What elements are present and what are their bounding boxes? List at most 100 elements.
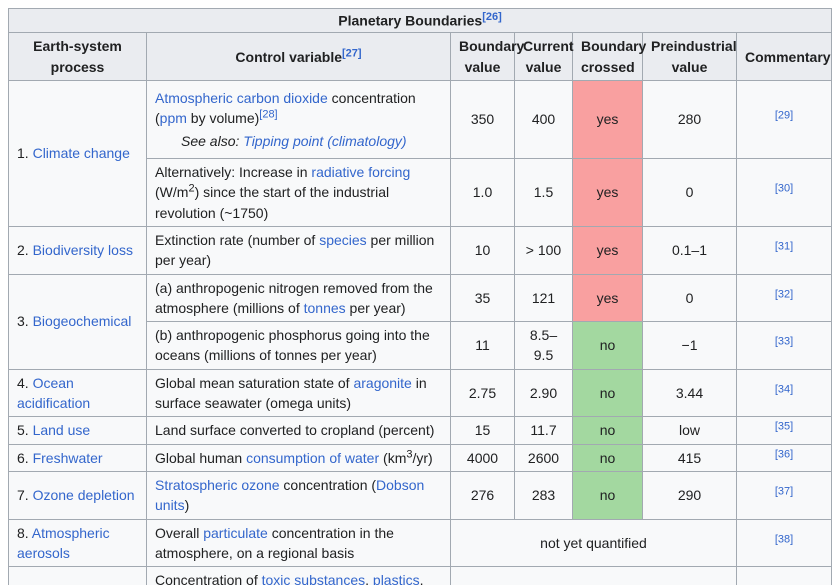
- boundary-value-cell: 2.75: [450, 368, 515, 418]
- boundary-value-cell: 11: [450, 321, 515, 370]
- boundary-crossed-cell: yes: [572, 273, 643, 323]
- table-row: 9. Chemical pollution Concentration of t…: [8, 566, 832, 585]
- commentary-cell: [33]: [736, 321, 832, 370]
- wiki-link[interactable]: tonnes: [303, 299, 346, 316]
- unit-superscript: 2: [188, 182, 195, 195]
- boundary-value-cell: 15: [450, 416, 515, 445]
- control-variable-cell: Overall particulate concentration in the…: [146, 518, 451, 568]
- wiki-link[interactable]: Dobson units: [155, 476, 425, 514]
- current-value-cell: 400: [514, 80, 573, 160]
- process-number: 1.: [17, 145, 33, 162]
- process-cell-ocean-acidification: 4. Ocean acidification: [8, 368, 147, 418]
- commentary-cell: [30]: [736, 158, 832, 227]
- process-link[interactable]: Ocean acidification: [17, 374, 91, 412]
- commentary-reference-link[interactable]: [35]: [774, 420, 794, 433]
- control-variable-cell: Extinction rate (number of species per m…: [146, 225, 451, 275]
- table-row: 7. Ozone depletion Stratospheric ozone c…: [8, 470, 832, 520]
- process-cell-ozone-depletion: 7. Ozone depletion: [8, 470, 147, 520]
- boundary-crossed-cell: yes: [572, 80, 643, 160]
- current-value-cell: 11.7: [514, 416, 573, 445]
- process-number: 2.: [17, 242, 33, 259]
- control-variable-cell: Alternatively: Increase in radiative for…: [146, 158, 451, 227]
- boundary-value-cell: 276: [450, 470, 515, 520]
- process-cell-biodiversity-loss: 2. Biodiversity loss: [8, 225, 147, 275]
- title-reference-link[interactable]: [26]: [482, 11, 502, 23]
- commentary-reference-link[interactable]: [33]: [774, 335, 794, 348]
- boundary-value-cell: 35: [450, 273, 515, 323]
- commentary-reference-link[interactable]: [34]: [774, 383, 794, 396]
- commentary-cell: [29]: [736, 80, 832, 160]
- table-row: 1. Climate change Atmospheric carbon dio…: [8, 80, 832, 227]
- table-row: Earth-system process Control variable[27…: [8, 32, 832, 82]
- header-current-value: Current value: [514, 32, 574, 82]
- control-variable-cell: Concentration of toxic substances, plast…: [146, 566, 451, 585]
- process-link[interactable]: Land use: [32, 422, 91, 439]
- process-link[interactable]: Biogeochemical: [32, 313, 132, 330]
- wiki-link[interactable]: species: [319, 231, 367, 248]
- commentary-reference-link[interactable]: [32]: [774, 288, 794, 301]
- preindustrial-value-cell: 3.44: [642, 368, 737, 418]
- commentary-cell: [39]: [736, 566, 832, 585]
- commentary-reference-link[interactable]: [31]: [774, 240, 794, 253]
- wiki-link[interactable]: ppm: [159, 109, 187, 126]
- header-earth-system-process: Earth-system process: [8, 32, 147, 82]
- wiki-link[interactable]: plastics: [372, 572, 420, 585]
- table-row: 8. Atmospheric aerosols Overall particul…: [8, 518, 832, 568]
- unit-superscript: 3: [406, 447, 413, 460]
- wiki-link[interactable]: Tipping point (climatology): [243, 133, 407, 150]
- control-variable-cell: Land surface converted to cropland (perc…: [146, 416, 451, 445]
- table-row: 6. Freshwater Global human consumption o…: [8, 443, 832, 472]
- preindustrial-value-cell: −1: [642, 321, 737, 370]
- commentary-reference-link[interactable]: [29]: [774, 109, 794, 122]
- process-link[interactable]: Atmospheric aerosols: [17, 524, 110, 561]
- table-row: 2. Biodiversity loss Extinction rate (nu…: [8, 225, 832, 275]
- wiki-link[interactable]: Stratospheric ozone: [155, 476, 280, 493]
- header-boundary-crossed: Boundary crossed: [572, 32, 646, 82]
- control-variable-cell: Global mean saturation state of aragonit…: [146, 368, 451, 418]
- wiki-link[interactable]: aragonite: [353, 374, 412, 391]
- see-also-note: See also: Tipping point (climatology): [155, 131, 442, 151]
- process-link[interactable]: Biodiversity loss: [32, 242, 133, 259]
- boundary-crossed-cell: no: [572, 321, 643, 370]
- reference-link[interactable]: [28]: [259, 108, 278, 121]
- process-link[interactable]: Climate change: [32, 145, 130, 162]
- process-link[interactable]: Ozone depletion: [32, 487, 135, 504]
- commentary-cell: [32]: [736, 273, 832, 323]
- boundary-value-cell: 1.0: [450, 158, 515, 227]
- commentary-cell: [38]: [736, 518, 832, 568]
- boundary-crossed-cell: yes: [572, 158, 643, 227]
- commentary-cell: [31]: [736, 225, 832, 275]
- commentary-reference-link[interactable]: [38]: [774, 532, 794, 545]
- process-cell-land-use: 5. Land use: [8, 416, 147, 445]
- boundary-crossed-cell: no: [572, 416, 643, 445]
- commentary-reference-link[interactable]: [30]: [774, 182, 794, 195]
- wiki-link[interactable]: particulate: [203, 524, 268, 541]
- commentary-reference-link[interactable]: [37]: [774, 485, 794, 498]
- preindustrial-value-cell: 0.1–1: [642, 225, 737, 275]
- table-row: 4. Ocean acidification Global mean satur…: [8, 368, 832, 418]
- process-link[interactable]: Freshwater: [32, 449, 103, 466]
- header-boundary-value: Boundary value: [450, 32, 524, 82]
- wiki-link[interactable]: radiative forcing: [311, 164, 411, 181]
- header-reference-link[interactable]: [27]: [342, 46, 362, 59]
- control-variable-cell: Stratospheric ozone concentration (Dobso…: [146, 470, 451, 520]
- commentary-reference-link[interactable]: [36]: [774, 447, 794, 460]
- table-row: 5. Land use Land surface converted to cr…: [8, 416, 832, 445]
- process-number: 6.: [17, 449, 33, 466]
- wiki-link[interactable]: Atmospheric carbon dioxide: [155, 89, 328, 106]
- boundary-crossed-cell: no: [572, 368, 643, 418]
- control-variable-cell: Global human consumption of water (km3/y…: [146, 443, 451, 472]
- control-variable-cell: (a) anthropogenic nitrogen removed from …: [146, 273, 451, 323]
- control-variable-cell: Atmospheric carbon dioxide concentration…: [146, 80, 451, 160]
- boundary-value-cell: 10: [450, 225, 515, 275]
- process-cell-biogeochemical: 3. Biogeochemical: [8, 273, 147, 370]
- planetary-boundaries-table: Planetary Boundaries[26] Earth-system pr…: [8, 7, 832, 585]
- wiki-link[interactable]: consumption of water: [246, 449, 380, 466]
- current-value-cell: 1.5: [514, 158, 573, 227]
- boundary-crossed-cell: yes: [572, 225, 643, 275]
- table-row: 3. Biogeochemical (a) anthropogenic nitr…: [8, 273, 832, 370]
- not-yet-quantified-cell: not yet quantified: [450, 518, 737, 568]
- header-preindustrial-value: Preindustrial value: [642, 32, 737, 82]
- wiki-link[interactable]: toxic substances: [261, 572, 366, 585]
